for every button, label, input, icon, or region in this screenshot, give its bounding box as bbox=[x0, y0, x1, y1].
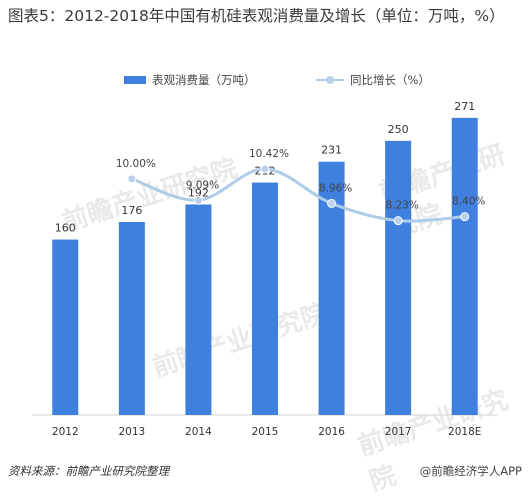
growth-value-label: 8.96% bbox=[319, 182, 352, 194]
bar bbox=[385, 140, 412, 415]
legend-bar-label: 表观消费量（万吨） bbox=[152, 73, 256, 87]
chart-title: 图表5：2012-2018年中国有机硅表观消费量及增长（单位：万吨，%） bbox=[8, 7, 505, 25]
x-tick-label: 2014 bbox=[185, 426, 212, 438]
legend-line-label: 同比增长（%） bbox=[350, 73, 430, 87]
source-text: 资料来源：前瞻产业研究院整理 bbox=[8, 464, 169, 478]
x-tick-label: 2012 bbox=[52, 426, 79, 438]
growth-value-label: 10.00% bbox=[116, 158, 156, 170]
growth-value-label: 10.42% bbox=[249, 148, 289, 160]
legend: 表观消费量（万吨） 同比增长（%） bbox=[0, 72, 528, 92]
legend-line-swatch bbox=[316, 75, 344, 85]
legend-item-bar: 表观消费量（万吨） bbox=[124, 72, 256, 88]
bar bbox=[252, 182, 278, 415]
growth-point bbox=[393, 216, 403, 226]
bar-value-label: 160 bbox=[55, 222, 76, 235]
legend-bar-swatch bbox=[124, 76, 146, 84]
growth-value-label: 9.09% bbox=[186, 179, 219, 191]
x-tick-label: 2018E bbox=[448, 426, 481, 438]
bar bbox=[451, 117, 478, 415]
bar-value-label: 271 bbox=[454, 100, 475, 113]
x-tick-label: 2015 bbox=[252, 426, 279, 438]
x-tick-label: 2016 bbox=[318, 426, 345, 438]
bar-value-label: 231 bbox=[321, 144, 342, 157]
bar bbox=[118, 222, 145, 415]
growth-point bbox=[327, 198, 337, 208]
bar bbox=[185, 204, 212, 415]
growth-point bbox=[460, 212, 470, 222]
growth-value-label: 8.40% bbox=[452, 196, 485, 208]
growth-point bbox=[260, 164, 270, 174]
brand-text: @前瞻经济学人APP bbox=[419, 464, 522, 478]
bar bbox=[52, 239, 79, 415]
bar-value-label: 176 bbox=[121, 204, 142, 217]
x-tick-label: 2017 bbox=[385, 426, 412, 438]
legend-item-line: 同比增长（%） bbox=[316, 72, 430, 88]
bar-value-label: 250 bbox=[388, 123, 409, 136]
growth-point bbox=[127, 174, 137, 184]
x-tick-label: 2013 bbox=[118, 426, 145, 438]
bar-value-label: 192 bbox=[188, 186, 209, 199]
growth-line bbox=[131, 167, 465, 223]
growth-point bbox=[193, 195, 203, 205]
growth-value-label: 8.23% bbox=[385, 200, 418, 212]
